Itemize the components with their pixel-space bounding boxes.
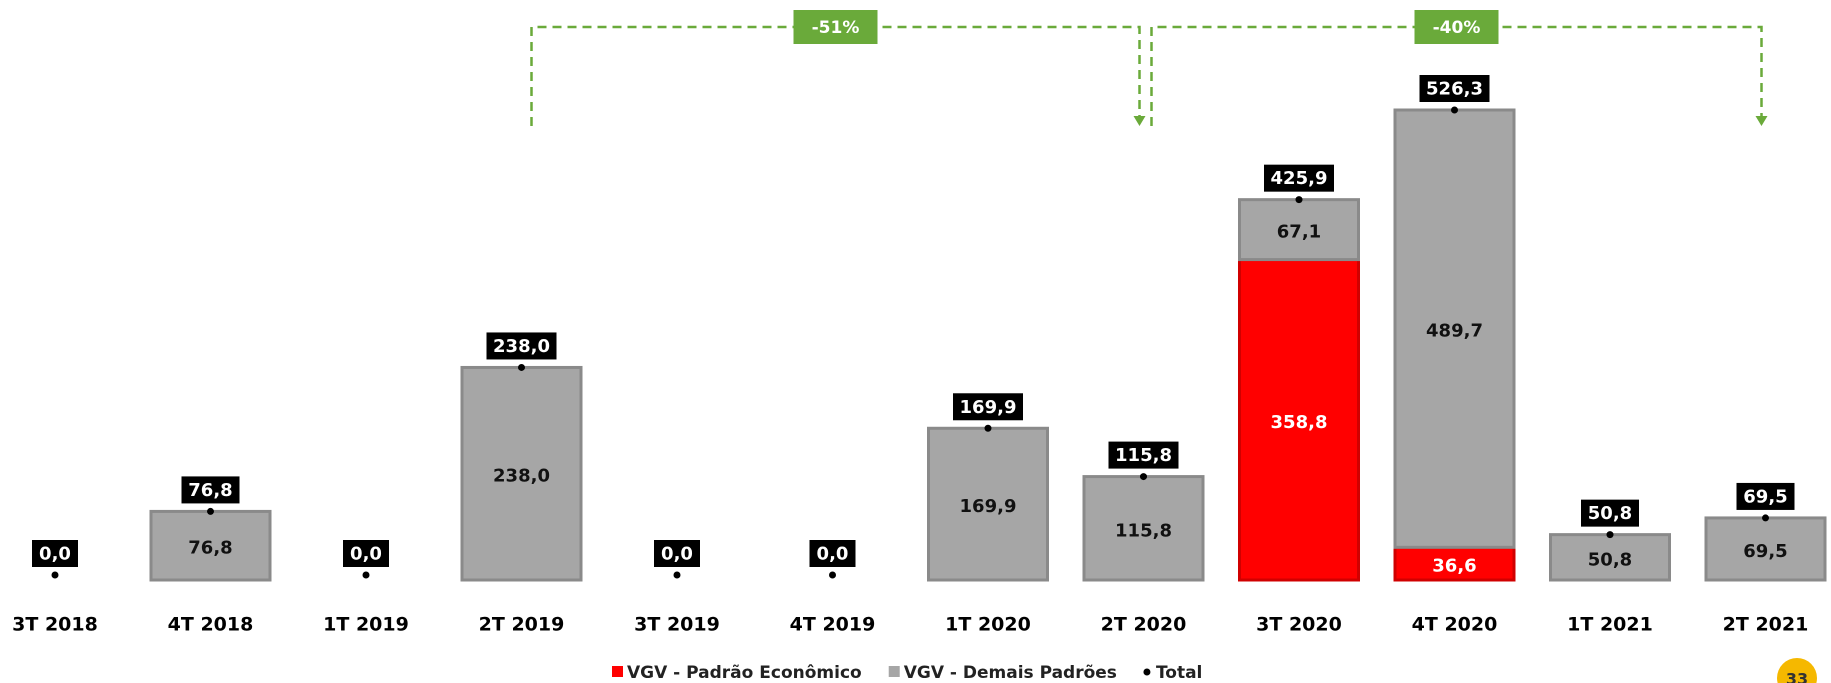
legend-label: Total: [1156, 663, 1202, 683]
annotation-label: -40%: [1433, 18, 1481, 38]
total-dot: [518, 363, 525, 371]
bar-segment: [149, 509, 272, 582]
total-dot: [984, 424, 992, 432]
x-tick-label: 3T 2020: [1256, 614, 1342, 636]
segment-label: 238,0: [493, 466, 550, 487]
total-dot: [1451, 106, 1458, 114]
total-dot: [1140, 473, 1147, 481]
legend-label: VGV - Demais Padrões: [904, 663, 1117, 683]
bracket-arrow: [1133, 116, 1146, 126]
total-label: 0,0: [817, 544, 849, 565]
total-label: 0,0: [39, 544, 71, 565]
x-tick-label: 3T 2019: [634, 614, 720, 636]
total-dot: [51, 571, 59, 579]
annotation-label: -51%: [812, 18, 860, 38]
total-dot: [1606, 531, 1614, 539]
total-label-box: [32, 540, 78, 567]
total-label: 76,8: [188, 480, 232, 501]
x-tick-label: 2T 2019: [479, 614, 565, 636]
annotation-box: [1414, 10, 1499, 44]
total-label: 425,9: [1271, 168, 1328, 189]
segment-label: 50,8: [1588, 549, 1632, 570]
total-label: 115,8: [1115, 445, 1172, 466]
legend-dot: [1143, 668, 1151, 676]
page-badge: [1777, 658, 1817, 683]
total-label: 169,9: [960, 397, 1017, 418]
total-label-box: [1736, 482, 1795, 510]
segment-label: 36,6: [1432, 556, 1476, 577]
total-label: 238,0: [493, 336, 550, 357]
bracket: [1150, 25, 1763, 126]
segment-label: 69,5: [1743, 541, 1787, 562]
segment-label: 67,1: [1277, 222, 1321, 243]
segment-label: 115,8: [1115, 520, 1172, 541]
total-label: 0,0: [350, 544, 382, 565]
total-label-box: [181, 476, 240, 504]
bar-segment: [1549, 533, 1671, 582]
legend-swatch: [888, 666, 900, 677]
bracket: [530, 25, 1141, 126]
x-tick-label: 2T 2021: [1723, 614, 1809, 636]
total-label-box: [809, 540, 856, 567]
annotation-box: [793, 10, 878, 44]
total-dot: [362, 571, 370, 579]
total-label: 0,0: [661, 544, 693, 565]
legend-swatch: [612, 666, 623, 677]
legend-label: VGV - Padrão Econômico: [627, 663, 862, 683]
total-label: 69,5: [1743, 486, 1787, 507]
bar-segment: [1393, 108, 1516, 549]
total-label-box: [654, 540, 700, 567]
total-label: 526,3: [1426, 79, 1483, 100]
x-tick-label: 2T 2020: [1101, 614, 1187, 636]
total-label-box: [1264, 164, 1334, 192]
total-dot: [1762, 514, 1769, 522]
bar-segment: [460, 365, 583, 582]
total-label: 50,8: [1588, 503, 1632, 524]
page-number: 33: [1786, 670, 1808, 683]
total-label-box: [953, 393, 1023, 421]
total-dot: [829, 571, 836, 579]
total-dot: [673, 571, 681, 579]
segment-label: 358,8: [1271, 412, 1328, 433]
bar-segment: [1704, 516, 1827, 582]
segment-label: 489,7: [1426, 321, 1483, 342]
segment-label: 169,9: [960, 496, 1017, 517]
x-tick-label: 3T 2018: [12, 614, 98, 636]
total-label-box: [486, 332, 557, 360]
x-tick-label: 1T 2019: [323, 614, 409, 636]
x-tick-label: 4T 2019: [790, 614, 876, 636]
x-tick-label: 4T 2020: [1412, 614, 1498, 636]
total-label-box: [1108, 441, 1179, 469]
x-tick-label: 1T 2021: [1567, 614, 1653, 636]
segment-label: 76,8: [188, 538, 232, 559]
x-tick-label: 1T 2020: [945, 614, 1031, 636]
x-tick-label: 4T 2018: [168, 614, 254, 636]
total-label-box: [1419, 75, 1490, 102]
total-label-box: [1581, 499, 1639, 527]
total-dot: [1295, 196, 1303, 204]
total-dot: [207, 507, 214, 515]
total-label-box: [343, 540, 389, 567]
bracket-arrow: [1755, 116, 1768, 126]
